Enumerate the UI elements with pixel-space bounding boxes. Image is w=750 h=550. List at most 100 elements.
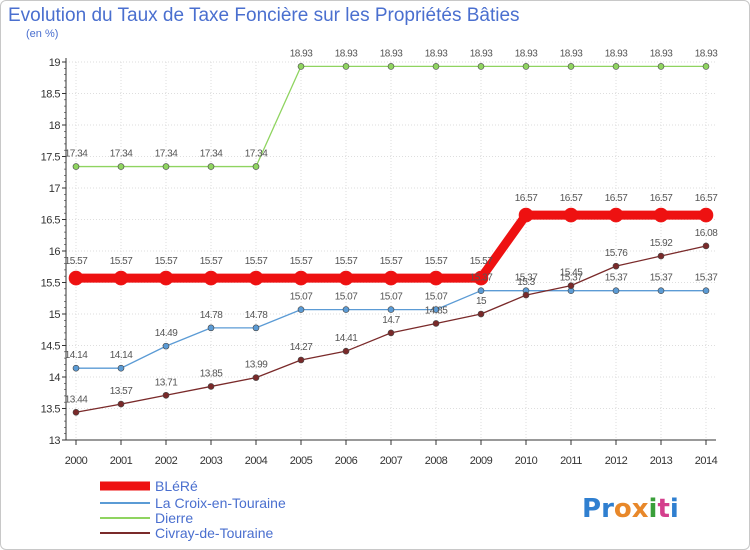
data-label: 15.45 xyxy=(560,268,583,279)
logo-letter: t xyxy=(657,494,669,524)
data-label: 15.57 xyxy=(245,256,268,267)
legend-label: BLéRé xyxy=(155,478,198,494)
data-point xyxy=(117,400,125,408)
data-label: 18.93 xyxy=(470,48,493,59)
chart-title: Evolution du Taux de Taxe Foncière sur l… xyxy=(8,5,520,26)
data-label: 15.07 xyxy=(335,292,358,303)
data-point xyxy=(657,287,665,294)
x-tick-label: 2012 xyxy=(605,455,628,467)
series-lines xyxy=(68,63,714,416)
logo-letter: o xyxy=(614,494,632,524)
data-label: 14.78 xyxy=(200,310,223,321)
data-label: 15.37 xyxy=(650,273,673,284)
data-point xyxy=(113,270,129,286)
data-label: 16.57 xyxy=(650,193,673,204)
data-point xyxy=(702,287,710,294)
legend-label: La Croix-en-Touraine xyxy=(155,495,286,511)
data-point xyxy=(342,306,350,313)
data-point xyxy=(72,364,80,372)
data-point xyxy=(567,63,575,70)
y-tick-label: 16.5 xyxy=(41,215,61,227)
data-point xyxy=(293,270,309,286)
data-label: 14.7 xyxy=(382,315,400,326)
x-tick-label: 2002 xyxy=(155,455,178,467)
data-point xyxy=(567,282,575,289)
data-point xyxy=(162,342,170,350)
y-tick-label: 17 xyxy=(49,183,61,195)
data-point xyxy=(338,270,354,286)
y-tick-label: 13 xyxy=(49,435,61,447)
data-label: 15.57 xyxy=(155,256,178,267)
logo-letter: x xyxy=(632,494,649,524)
y-tick-label: 13.5 xyxy=(41,404,61,416)
data-point xyxy=(522,63,530,70)
data-label: 18.93 xyxy=(605,48,628,59)
data-point xyxy=(207,383,215,390)
data-label: 18.93 xyxy=(290,48,313,59)
x-tick-label: 2003 xyxy=(200,455,223,467)
data-label: 13.44 xyxy=(65,394,88,405)
data-label: 15.07 xyxy=(425,292,448,303)
x-tick-label: 2013 xyxy=(650,455,673,467)
data-point xyxy=(612,262,620,270)
data-point xyxy=(252,163,260,170)
data-label: 15.37 xyxy=(605,273,628,284)
data-label: 15.57 xyxy=(110,256,133,267)
data-label: 15.57 xyxy=(470,256,493,267)
x-tick-label: 2008 xyxy=(425,455,448,467)
data-point xyxy=(387,63,395,70)
data-point xyxy=(432,306,440,313)
data-point xyxy=(473,270,489,286)
data-label: 16.57 xyxy=(560,193,583,204)
data-label: 18.93 xyxy=(515,48,538,59)
data-label: 15.37 xyxy=(515,273,538,284)
data-label: 15.07 xyxy=(380,292,403,303)
data-label: 15.76 xyxy=(605,248,628,259)
data-point xyxy=(297,356,305,364)
data-point xyxy=(342,347,350,355)
data-label: 18.93 xyxy=(695,48,718,59)
data-label: 15.57 xyxy=(335,256,358,267)
data-point xyxy=(162,391,170,399)
data-label: 15.07 xyxy=(290,292,313,303)
data-label: 13.85 xyxy=(200,368,223,379)
data-label: 18.93 xyxy=(650,48,673,59)
y-tick-label: 15.5 xyxy=(41,278,61,290)
x-tick-label: 2011 xyxy=(560,455,582,467)
data-point xyxy=(657,252,665,260)
data-point xyxy=(387,329,395,337)
data-label: 14.14 xyxy=(65,350,88,361)
data-point xyxy=(608,207,624,223)
data-label: 15.57 xyxy=(65,256,88,267)
data-label: 15.57 xyxy=(200,256,223,267)
data-point xyxy=(297,306,305,313)
data-point xyxy=(387,306,395,313)
data-point xyxy=(702,63,710,70)
data-point xyxy=(162,163,170,170)
data-label: 14.49 xyxy=(155,328,178,339)
data-point xyxy=(428,270,444,286)
data-label: 15.3 xyxy=(517,277,535,288)
data-point xyxy=(158,270,174,286)
data-label: 13.57 xyxy=(110,386,133,397)
x-tick-label: 2001 xyxy=(110,455,133,467)
data-label: 15.57 xyxy=(290,256,313,267)
legend-label: Civray-de-Touraine xyxy=(155,525,273,541)
logo-letter: P xyxy=(582,494,601,524)
data-label: 14.85 xyxy=(425,305,448,316)
data-point xyxy=(252,374,260,381)
data-point xyxy=(207,324,215,332)
data-point xyxy=(252,324,260,332)
logo-text: Proxiti xyxy=(582,494,679,524)
unit-label: (en %) xyxy=(26,28,59,40)
data-point xyxy=(612,287,620,294)
legend-label: Dierre xyxy=(155,510,193,526)
data-point xyxy=(297,63,305,70)
y-tick-label: 19 xyxy=(49,57,61,69)
x-tick-label: 2005 xyxy=(290,455,313,467)
data-label: 13.71 xyxy=(155,377,178,388)
data-label: 15 xyxy=(476,296,487,307)
data-point xyxy=(207,163,215,170)
data-point xyxy=(653,207,669,223)
